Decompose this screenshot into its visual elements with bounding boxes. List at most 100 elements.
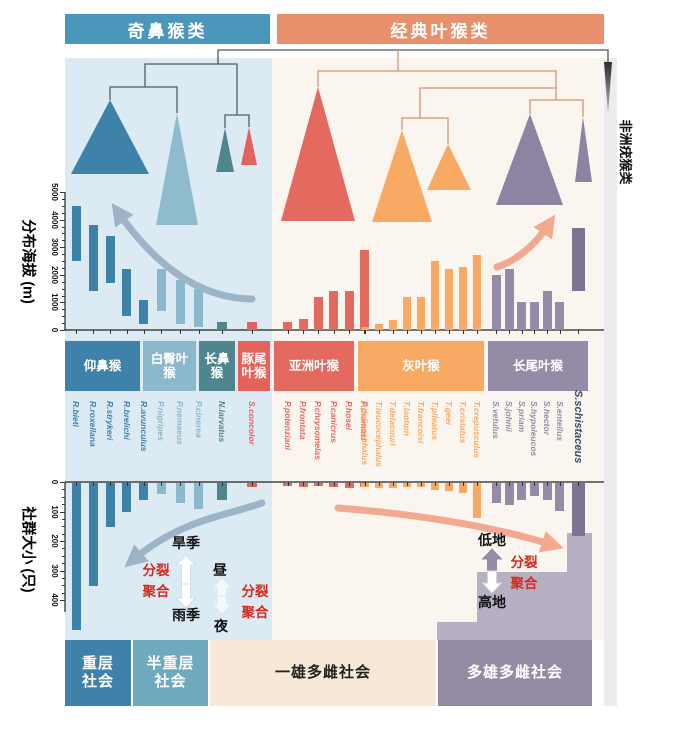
day-label: 昼 bbox=[213, 562, 227, 578]
group-size-bar-R.roxellana bbox=[88, 482, 98, 586]
species-label-S.hypoleucos: S.hypoleucos bbox=[529, 401, 540, 457]
elevation-x-tick bbox=[198, 330, 200, 334]
elevation-x-tick bbox=[435, 330, 436, 334]
elevation-x-tick bbox=[496, 330, 498, 334]
species-label-P.chrysomelas: P.chrysomelas bbox=[313, 401, 324, 460]
species-label-P.canicrus: P.canicrus bbox=[328, 401, 339, 443]
group-label-2: 长鼻 猴 bbox=[199, 341, 235, 391]
group-size-x-tick bbox=[393, 482, 394, 486]
social-band-1: 半重层 社会 bbox=[133, 640, 208, 706]
elevation-bar-T.geei bbox=[445, 269, 453, 330]
fission-text: 分裂 bbox=[510, 555, 538, 570]
group-size-x-tick bbox=[161, 482, 163, 486]
group-label-5: 灰叶猴 bbox=[358, 341, 484, 391]
species-label-T.laotum: T.laotum bbox=[402, 401, 412, 436]
elevation-bar-R.brelichi bbox=[122, 269, 132, 317]
group-size-y-tick bbox=[62, 563, 65, 565]
group-size-x-tick bbox=[252, 482, 253, 486]
group-size-x-tick bbox=[477, 482, 478, 486]
elevation-x-tick bbox=[521, 330, 523, 334]
highland-label: 高地 bbox=[478, 594, 506, 610]
group-size-x-tick bbox=[180, 482, 181, 486]
group-size-x-tick bbox=[365, 482, 366, 486]
elevation-bar-S.johnii bbox=[504, 269, 514, 330]
elevation-x-tick bbox=[393, 330, 394, 334]
group-size-x-tick bbox=[547, 482, 548, 486]
group-size-y-tick bbox=[60, 541, 65, 542]
elevation-bar-S.schistaceus bbox=[571, 227, 585, 292]
elevation-bar-P.nemaeus bbox=[175, 280, 185, 325]
elevation-x-tick bbox=[463, 330, 464, 334]
group-size-tick-label: 200 bbox=[50, 534, 59, 548]
group-size-y-tick bbox=[60, 570, 65, 572]
species-label-S.hector: S.hector bbox=[542, 401, 552, 436]
elevation-x-tick bbox=[421, 330, 422, 334]
group-size-x-tick bbox=[93, 482, 95, 486]
elevation-y-tick bbox=[60, 247, 65, 249]
elevation-bar-R.bieti bbox=[71, 205, 81, 261]
group-size-y-tick bbox=[62, 585, 65, 587]
elevation-x-tick bbox=[93, 330, 95, 334]
group-size-x-tick bbox=[407, 482, 408, 486]
fusion-text: 聚合 bbox=[241, 605, 269, 620]
elevation-x-tick bbox=[76, 330, 78, 334]
group-size-x-tick bbox=[349, 482, 350, 486]
group-size-bar-S.hector bbox=[542, 482, 552, 501]
species-label-P.hosei: P.hosei bbox=[344, 401, 354, 431]
elevation-x-tick bbox=[126, 330, 128, 334]
elevation-y-tick bbox=[62, 254, 65, 256]
species-label-T.crepusculus: T.crepusculus bbox=[472, 401, 482, 458]
group-size-tick-label: 100 bbox=[50, 504, 59, 519]
elevation-bar-T.francoisi bbox=[417, 296, 425, 330]
dry-season-label: 旱季 bbox=[172, 535, 200, 551]
species-label-T.poliocephalus: T.poliocephalus bbox=[360, 401, 370, 466]
elevation-axis-title: 分布海拔 (m) bbox=[19, 219, 36, 304]
group-size-x-tick bbox=[287, 482, 289, 486]
fusion-text: 聚合 bbox=[142, 584, 170, 599]
elevation-bar-P.potenziani bbox=[283, 321, 293, 330]
elevation-y-tick bbox=[62, 309, 65, 311]
elevation-tick-label: 1000 bbox=[50, 293, 59, 312]
group-size-y-tick bbox=[60, 600, 65, 601]
group-size-x-tick bbox=[222, 482, 223, 486]
group-size-x-tick bbox=[534, 482, 536, 486]
elevation-x-tick bbox=[379, 330, 380, 334]
group-size-bar-S.schistaceus bbox=[571, 482, 585, 536]
elevation-y-tick bbox=[62, 212, 65, 214]
group-size-x-tick bbox=[449, 482, 450, 486]
elevation-x-tick bbox=[365, 330, 366, 334]
header-odd-nosed-monkeys: 奇鼻猴类 bbox=[65, 14, 270, 44]
elevation-x-tick bbox=[547, 330, 548, 334]
elevation-bar-P.cinerea bbox=[194, 288, 204, 328]
elevation-x-tick bbox=[161, 330, 163, 334]
species-label-S.entellus: S.entellus bbox=[554, 401, 565, 442]
species-label-R.brelichi: R.brelichi bbox=[121, 401, 132, 440]
species-label-P.nemaeus: P.nemaeus bbox=[175, 401, 185, 445]
group-size-y-tick bbox=[62, 496, 65, 498]
species-label-T.delacouri: T.delacouri bbox=[388, 401, 398, 446]
elevation-x-tick bbox=[303, 330, 304, 334]
elevation-bar-P.chrysomelas bbox=[313, 296, 323, 330]
species-label-T.pileatus: T.pileatus bbox=[430, 401, 440, 441]
group-size-x-tick bbox=[143, 482, 145, 486]
group-size-x-tick bbox=[496, 482, 498, 486]
elevation-bar-T.crepusculus bbox=[473, 255, 481, 330]
elevation-y-tick bbox=[62, 316, 65, 318]
elevation-bar-T.delacouri bbox=[389, 320, 397, 330]
elevation-bar-P.canicrus bbox=[329, 291, 339, 330]
species-label-S.johnii: S.johnii bbox=[504, 401, 514, 432]
elevation-x-tick bbox=[559, 330, 561, 334]
elevation-tick-label: 0 bbox=[50, 327, 59, 333]
group-size-bar-R.brelichi bbox=[122, 482, 132, 513]
elevation-y-tick bbox=[62, 240, 65, 242]
group-size-bar-R.avunculus bbox=[139, 482, 149, 501]
elevation-x-tick bbox=[407, 330, 408, 334]
elevation-y-tick bbox=[60, 192, 65, 193]
species-label-R.bieti: R.bieti bbox=[71, 401, 82, 427]
elevation-y-tick bbox=[60, 219, 65, 221]
elevation-x-tick bbox=[110, 330, 111, 334]
group-size-bar-T.geei bbox=[445, 482, 453, 492]
group-size-bar-R.bieti bbox=[71, 482, 81, 631]
elevation-y-tick bbox=[62, 281, 65, 283]
group-label-3: 豚尾 叶猴 bbox=[238, 341, 270, 391]
